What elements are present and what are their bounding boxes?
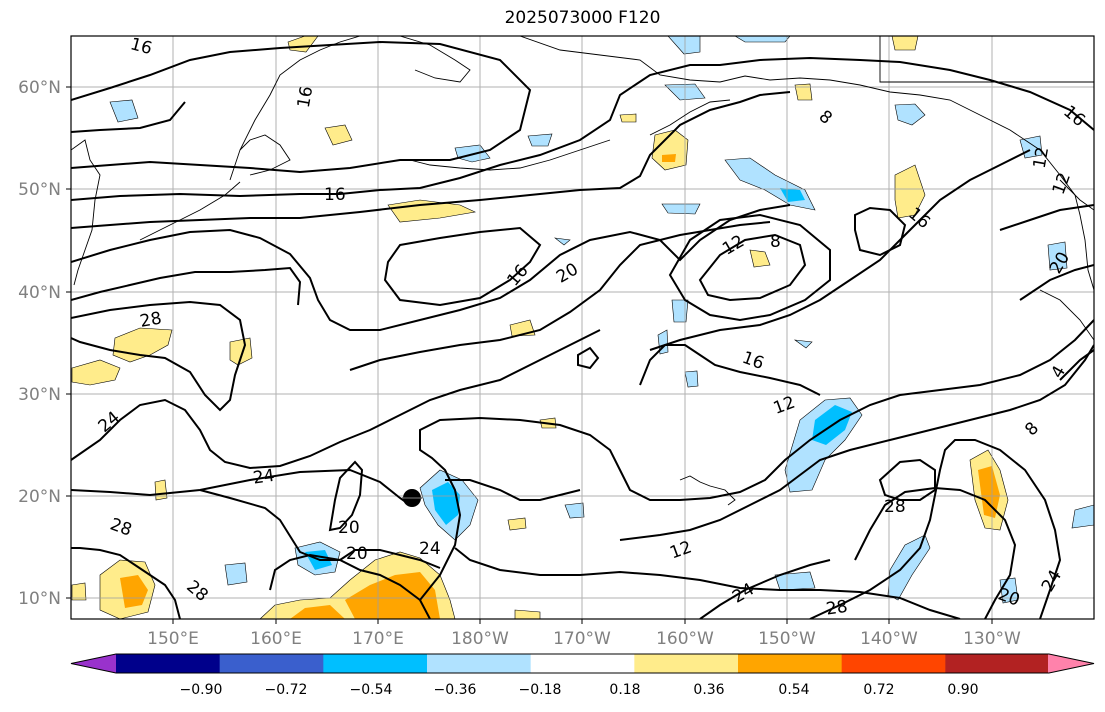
colorbar-tick-label: 0.90 [947,682,978,698]
contour-label: 8 [770,232,781,252]
colorbar-segment [219,654,324,673]
map-panel: 16 16 16 16 16 16 12 8 20 20 28 28 28 24… [70,34,1095,620]
contour-label: 16 [128,34,154,59]
colorbar-segment [530,654,635,673]
contour-label: 24 [252,466,276,489]
colorbar-segment [634,654,739,673]
contour-label: 20 [338,518,360,538]
lat-label: 50°N [18,180,61,200]
colorbar-tick-label: 0.54 [778,682,809,698]
colorbar-tick-label: −0.36 [434,682,477,698]
graticule [71,36,1094,619]
colorbar-segment [116,654,221,673]
colorbar-segment [841,654,946,673]
lon-label: 140°W [860,629,918,649]
colorbar-tick-label: −0.90 [180,682,223,698]
map-title: 2025073000 F120 [504,8,661,28]
lon-label: 170°W [553,629,611,649]
colorbar-segment [323,654,428,673]
contour-label: 24 [419,539,441,559]
colorbar-tick-label: −0.54 [350,682,393,698]
positive-anomaly-shading [71,36,1009,619]
contour-label: 20 [346,544,368,564]
lon-label: 180°W [451,629,509,649]
lon-label: 150°E [147,629,199,649]
colorbar-segment [945,654,1050,673]
lon-label: 170°E [352,629,404,649]
colorbar-extend-max [1048,654,1094,673]
colorbar [70,653,1095,674]
lat-label: 30°N [18,385,61,405]
colorbar-tick-label: −0.72 [265,682,308,698]
contour-label: 16 [294,85,317,110]
colorbar-labels: −0.90 −0.72 −0.54 −0.36 −0.18 0.18 0.36 … [180,682,979,698]
colorbar-extend-min [71,654,117,673]
lat-label: 40°N [18,283,61,303]
lat-label: 20°N [18,487,61,507]
height-contours [71,40,1094,619]
lon-label: 160°E [250,629,302,649]
contour-label: 16 [324,185,346,205]
colorbar-tick-label: −0.18 [519,682,562,698]
contour-label: 28 [138,308,163,331]
lat-label: 60°N [18,78,61,98]
latitude-labels: 60°N 50°N 40°N 30°N 20°N 10°N [18,78,61,609]
lon-label: 130°W [963,629,1021,649]
contour-label: 28 [884,497,906,517]
colorbar-tick-label: 0.36 [693,682,724,698]
longitude-labels: 150°E 160°E 170°E 180°W 170°W 160°W 150°… [147,629,1021,649]
lon-label: 150°W [758,629,816,649]
lon-label: 160°W [656,629,714,649]
contour-label: 12 [1030,145,1053,170]
axis-ticks [66,86,993,624]
contour-label: 28 [825,597,849,620]
colorbar-tick-label: 0.18 [609,682,640,698]
colorbar-tick-label: 0.72 [863,682,894,698]
lat-label: 10°N [18,589,61,609]
colorbar-segment [738,654,843,673]
colorbar-segment [427,654,532,673]
